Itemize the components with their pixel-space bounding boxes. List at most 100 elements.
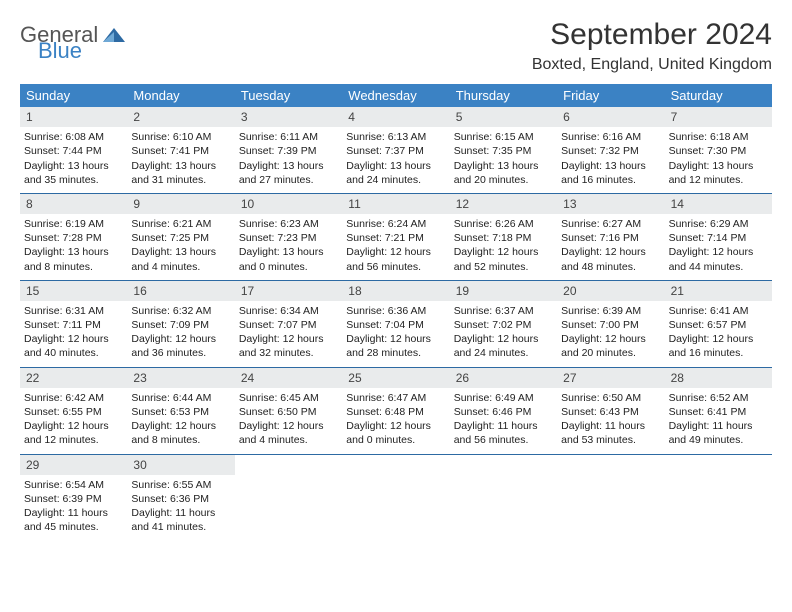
sunrise-line: Sunrise: 6:11 AM <box>239 130 338 144</box>
day-number: 17 <box>235 281 342 301</box>
day-cell: 13Sunrise: 6:27 AMSunset: 7:16 PMDayligh… <box>557 194 664 280</box>
sunset-line: Sunset: 7:23 PM <box>239 231 338 245</box>
title-block: September 2024 Boxted, England, United K… <box>532 18 772 74</box>
daylight-line: Daylight: 12 hours and 16 minutes. <box>669 332 768 360</box>
sunset-line: Sunset: 7:28 PM <box>24 231 123 245</box>
day-cell: 5Sunrise: 6:15 AMSunset: 7:35 PMDaylight… <box>450 107 557 193</box>
day-number: 23 <box>127 368 234 388</box>
day-cell: 29Sunrise: 6:54 AMSunset: 6:39 PMDayligh… <box>20 455 127 541</box>
month-title: September 2024 <box>532 18 772 52</box>
daylight-line: Daylight: 13 hours and 27 minutes. <box>239 159 338 187</box>
day-number: 5 <box>450 107 557 127</box>
weeks-container: 1Sunrise: 6:08 AMSunset: 7:44 PMDaylight… <box>20 107 772 540</box>
day-number: 27 <box>557 368 664 388</box>
day-number: 14 <box>665 194 772 214</box>
day-cell: 14 Sunrise: 6:29 AMSunset: 7:14 PMDayligh… <box>665 194 772 280</box>
daylight-line: Daylight: 13 hours and 31 minutes. <box>131 159 230 187</box>
daylight-line: Daylight: 12 hours and 56 minutes. <box>346 245 445 273</box>
sunset-line: Sunset: 7:04 PM <box>346 318 445 332</box>
location-text: Boxted, England, United Kingdom <box>532 56 772 74</box>
weekday-sunday: Sunday <box>20 84 127 107</box>
daylight-line: Daylight: 13 hours and 35 minutes. <box>24 159 123 187</box>
day-number: 19 <box>450 281 557 301</box>
day-cell: 1Sunrise: 6:08 AMSunset: 7:44 PMDaylight… <box>20 107 127 193</box>
sunset-line: Sunset: 7:11 PM <box>24 318 123 332</box>
daylight-line: Daylight: 12 hours and 24 minutes. <box>454 332 553 360</box>
day-cell: 24Sunrise: 6:45 AMSunset: 6:50 PMDayligh… <box>235 368 342 454</box>
day-cell: 3Sunrise: 6:11 AMSunset: 7:39 PMDaylight… <box>235 107 342 193</box>
sunrise-line: Sunrise: 6:41 AM <box>669 304 768 318</box>
daylight-line: Daylight: 12 hours and 44 minutes. <box>669 245 768 273</box>
day-cell: 11Sunrise: 6:24 AMSunset: 7:21 PMDayligh… <box>342 194 449 280</box>
week-row: 1Sunrise: 6:08 AMSunset: 7:44 PMDaylight… <box>20 107 772 194</box>
daylight-line: Daylight: 12 hours and 32 minutes. <box>239 332 338 360</box>
logo: General Blue <box>20 24 125 62</box>
sunrise-line: Sunrise: 6:49 AM <box>454 391 553 405</box>
sunrise-line: Sunrise: 6:42 AM <box>24 391 123 405</box>
day-cell: 25Sunrise: 6:47 AMSunset: 6:48 PMDayligh… <box>342 368 449 454</box>
sunset-line: Sunset: 6:48 PM <box>346 405 445 419</box>
daylight-line: Daylight: 12 hours and 40 minutes. <box>24 332 123 360</box>
sunset-line: Sunset: 7:39 PM <box>239 144 338 158</box>
calendar: SundayMondayTuesdayWednesdayThursdayFrid… <box>20 84 772 540</box>
day-cell: 26Sunrise: 6:49 AMSunset: 6:46 PMDayligh… <box>450 368 557 454</box>
sunset-line: Sunset: 6:55 PM <box>24 405 123 419</box>
weekday-wednesday: Wednesday <box>342 84 449 107</box>
daylight-line: Daylight: 12 hours and 0 minutes. <box>346 419 445 447</box>
weekday-header: SundayMondayTuesdayWednesdayThursdayFrid… <box>20 84 772 107</box>
sunrise-line: Sunrise: 6:29 AM <box>669 217 768 231</box>
day-cell: 4Sunrise: 6:13 AMSunset: 7:37 PMDaylight… <box>342 107 449 193</box>
daylight-line: Daylight: 13 hours and 8 minutes. <box>24 245 123 273</box>
day-cell: 16Sunrise: 6:32 AMSunset: 7:09 PMDayligh… <box>127 281 234 367</box>
sunset-line: Sunset: 7:09 PM <box>131 318 230 332</box>
day-empty <box>665 455 772 541</box>
daylight-line: Daylight: 13 hours and 4 minutes. <box>131 245 230 273</box>
daylight-line: Daylight: 12 hours and 20 minutes. <box>561 332 660 360</box>
day-number: 22 <box>20 368 127 388</box>
day-cell: 23Sunrise: 6:44 AMSunset: 6:53 PMDayligh… <box>127 368 234 454</box>
day-cell: 17Sunrise: 6:34 AMSunset: 7:07 PMDayligh… <box>235 281 342 367</box>
day-number: 18 <box>342 281 449 301</box>
day-number: 29 <box>20 455 127 475</box>
day-number: 15 <box>20 281 127 301</box>
sunrise-line: Sunrise: 6:15 AM <box>454 130 553 144</box>
daylight-line: Daylight: 12 hours and 12 minutes. <box>24 419 123 447</box>
sunset-line: Sunset: 7:14 PM <box>669 231 768 245</box>
sunset-line: Sunset: 7:44 PM <box>24 144 123 158</box>
day-cell: 15Sunrise: 6:31 AMSunset: 7:11 PMDayligh… <box>20 281 127 367</box>
week-row: 29Sunrise: 6:54 AMSunset: 6:39 PMDayligh… <box>20 455 772 541</box>
day-number: 16 <box>127 281 234 301</box>
sunset-line: Sunset: 7:00 PM <box>561 318 660 332</box>
sunrise-line: Sunrise: 6:24 AM <box>346 217 445 231</box>
sunset-line: Sunset: 7:16 PM <box>561 231 660 245</box>
sunrise-line: Sunrise: 6:23 AM <box>239 217 338 231</box>
logo-text-blue: Blue <box>38 40 125 62</box>
sunrise-line: Sunrise: 6:44 AM <box>131 391 230 405</box>
sunset-line: Sunset: 7:07 PM <box>239 318 338 332</box>
day-cell: 19Sunrise: 6:37 AMSunset: 7:02 PMDayligh… <box>450 281 557 367</box>
daylight-line: Daylight: 11 hours and 53 minutes. <box>561 419 660 447</box>
day-number: 11 <box>342 194 449 214</box>
daylight-line: Daylight: 13 hours and 12 minutes. <box>669 159 768 187</box>
day-cell: 2Sunrise: 6:10 AMSunset: 7:41 PMDaylight… <box>127 107 234 193</box>
day-number: 26 <box>450 368 557 388</box>
sunset-line: Sunset: 6:41 PM <box>669 405 768 419</box>
sunrise-line: Sunrise: 6:10 AM <box>131 130 230 144</box>
day-number: 2 <box>127 107 234 127</box>
sunrise-line: Sunrise: 6:54 AM <box>24 478 123 492</box>
weekday-saturday: Saturday <box>665 84 772 107</box>
day-cell: 7Sunrise: 6:18 AMSunset: 7:30 PMDaylight… <box>665 107 772 193</box>
day-number: 12 <box>450 194 557 214</box>
sunrise-line: Sunrise: 6:08 AM <box>24 130 123 144</box>
day-number: 28 <box>665 368 772 388</box>
sunrise-line: Sunrise: 6:50 AM <box>561 391 660 405</box>
daylight-line: Daylight: 12 hours and 52 minutes. <box>454 245 553 273</box>
sunset-line: Sunset: 7:35 PM <box>454 144 553 158</box>
day-cell: 10Sunrise: 6:23 AMSunset: 7:23 PMDayligh… <box>235 194 342 280</box>
day-cell: 28Sunrise: 6:52 AMSunset: 6:41 PMDayligh… <box>665 368 772 454</box>
sunrise-line: Sunrise: 6:26 AM <box>454 217 553 231</box>
day-number: 30 <box>127 455 234 475</box>
week-row: 22Sunrise: 6:42 AMSunset: 6:55 PMDayligh… <box>20 368 772 455</box>
sunset-line: Sunset: 7:25 PM <box>131 231 230 245</box>
header: General Blue September 2024 Boxted, Engl… <box>20 18 772 74</box>
